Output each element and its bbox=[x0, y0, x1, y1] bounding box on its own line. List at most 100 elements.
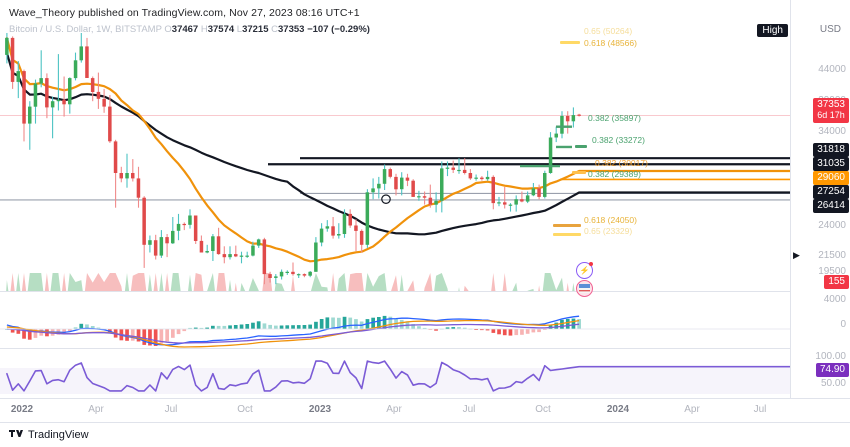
macd-hist-bar bbox=[520, 329, 524, 335]
fib-level-swatch bbox=[572, 171, 586, 174]
flag-glyph bbox=[579, 284, 590, 293]
macd-hist-bar bbox=[256, 321, 261, 329]
candle-body bbox=[371, 188, 375, 193]
rsi-band bbox=[0, 368, 790, 394]
candle-body bbox=[508, 204, 513, 206]
candle-body bbox=[520, 199, 524, 202]
candle-body bbox=[182, 223, 186, 226]
candle-body bbox=[560, 115, 564, 134]
macd-hist-bar bbox=[577, 319, 581, 329]
macd-hist-bar bbox=[354, 319, 358, 329]
macd-hist-bar bbox=[514, 329, 519, 336]
candle-body bbox=[16, 71, 20, 82]
pane-divider-1 bbox=[0, 291, 790, 292]
candle-body bbox=[342, 213, 347, 234]
last-price-badge[interactable]: 37353 6d 17h bbox=[813, 98, 849, 123]
candle-body bbox=[113, 141, 118, 173]
level-badge-26414[interactable]: 26414 bbox=[813, 199, 849, 213]
price-tick: 21500 bbox=[818, 250, 846, 261]
level-badge-27254[interactable]: 27254 bbox=[813, 185, 849, 199]
candle-body bbox=[428, 197, 433, 205]
candle-body bbox=[256, 239, 261, 246]
macd-hist-bar bbox=[571, 318, 576, 329]
fib-0382-30017: 0.382 (30017) bbox=[595, 158, 648, 168]
high-toggle-label[interactable]: High bbox=[757, 24, 788, 37]
price-change: −107 (−0.29%) bbox=[307, 24, 370, 35]
candle-body bbox=[571, 115, 576, 122]
macd-hist-bar bbox=[153, 329, 158, 346]
candle-body bbox=[577, 114, 581, 116]
macd-hist-bar bbox=[554, 322, 559, 329]
macd-hist-bar bbox=[216, 325, 221, 329]
macd-hist-bar bbox=[508, 329, 513, 336]
macd-hist-bar bbox=[130, 329, 135, 341]
tradingview-logo[interactable]: TradingView bbox=[9, 429, 89, 441]
rsi-badge[interactable]: 74.90 bbox=[815, 363, 849, 377]
macd-pane[interactable] bbox=[0, 293, 790, 348]
candle-body bbox=[359, 230, 364, 245]
macd-hist-bar bbox=[428, 329, 433, 330]
candle-body bbox=[216, 236, 221, 255]
macd-hist-bar bbox=[176, 329, 181, 335]
macd-badge[interactable]: 155 bbox=[824, 275, 849, 289]
time-axis[interactable]: 2022 Apr Jul Oct 2023 Apr Jul Oct 2024 Apr Jul bbox=[0, 398, 850, 422]
candle-body bbox=[422, 196, 427, 198]
lightning-badge-icon[interactable]: ⚡ bbox=[576, 262, 593, 279]
fib-0618-48566: 0.618 (48566) bbox=[584, 38, 637, 48]
ohlc-value: 37574 bbox=[207, 24, 237, 35]
macd-hist-bar bbox=[296, 325, 301, 329]
macd-hist-bar bbox=[337, 317, 341, 329]
macd-hist-bar bbox=[417, 326, 421, 329]
macd-hist-bar bbox=[193, 327, 198, 329]
macd-hist-bar bbox=[342, 316, 347, 329]
level-badge-31035[interactable]: 31035 bbox=[813, 157, 849, 171]
macd-hist-bar bbox=[262, 323, 267, 329]
ohlc-value: 37467 bbox=[171, 24, 201, 35]
candle-body bbox=[377, 183, 381, 189]
macd-hist-bar bbox=[331, 317, 335, 329]
price-pane[interactable] bbox=[0, 33, 790, 291]
pane-divider-2 bbox=[0, 348, 790, 349]
symbol-label[interactable]: Bitcoin / U.S. Dollar, 1W, BITSTAMP bbox=[9, 24, 162, 35]
candle-body bbox=[337, 234, 341, 236]
macd-hist-bar bbox=[10, 329, 15, 333]
macd-hist-bar bbox=[491, 329, 496, 333]
fib-0618-24050: 0.618 (24050) bbox=[584, 215, 637, 225]
macd-hist-bar bbox=[291, 325, 295, 329]
macd-hist-bar bbox=[228, 325, 232, 329]
candle-body bbox=[291, 271, 295, 275]
candle-body bbox=[468, 173, 473, 179]
candle-body bbox=[503, 202, 507, 205]
candle-body bbox=[245, 255, 249, 257]
candle-body bbox=[565, 115, 570, 122]
macd-hist-bar bbox=[73, 327, 78, 329]
candle-body bbox=[251, 245, 255, 256]
candle-body bbox=[125, 173, 129, 179]
badge-value: 31818 bbox=[817, 144, 845, 155]
macd-hist-bar bbox=[497, 329, 501, 335]
level-badge-31818[interactable]: 31818 bbox=[813, 143, 849, 157]
macd-hist-bar bbox=[319, 319, 324, 329]
candle-body bbox=[462, 169, 467, 173]
rsi-pane[interactable] bbox=[0, 350, 790, 398]
ohlc-key: H bbox=[200, 24, 208, 35]
candle-body bbox=[205, 251, 209, 253]
macd-hist-bar bbox=[485, 329, 490, 331]
price-tick: 4000 bbox=[823, 294, 846, 305]
candle-body bbox=[222, 254, 227, 258]
ma-slow-line bbox=[5, 51, 790, 236]
macd-hist-bar bbox=[399, 319, 404, 329]
macd-hist-bar bbox=[233, 325, 238, 329]
flag-badge-icon[interactable] bbox=[576, 280, 593, 297]
candle-body bbox=[417, 196, 421, 198]
fib-065-50264: 0.65 (50264) bbox=[584, 26, 633, 36]
badge-value: 27254 bbox=[817, 186, 845, 197]
macd-hist-bar bbox=[445, 327, 450, 329]
candle-body bbox=[153, 240, 158, 256]
macd-hist-bar bbox=[325, 317, 330, 329]
macd-extra-line bbox=[6, 323, 580, 344]
candle-body bbox=[497, 202, 501, 204]
price-axis[interactable]: High USD 4400039000340002900024000215001… bbox=[757, 0, 850, 400]
level-badge-29060[interactable]: 29060 bbox=[813, 171, 849, 185]
candle-body bbox=[171, 230, 175, 244]
